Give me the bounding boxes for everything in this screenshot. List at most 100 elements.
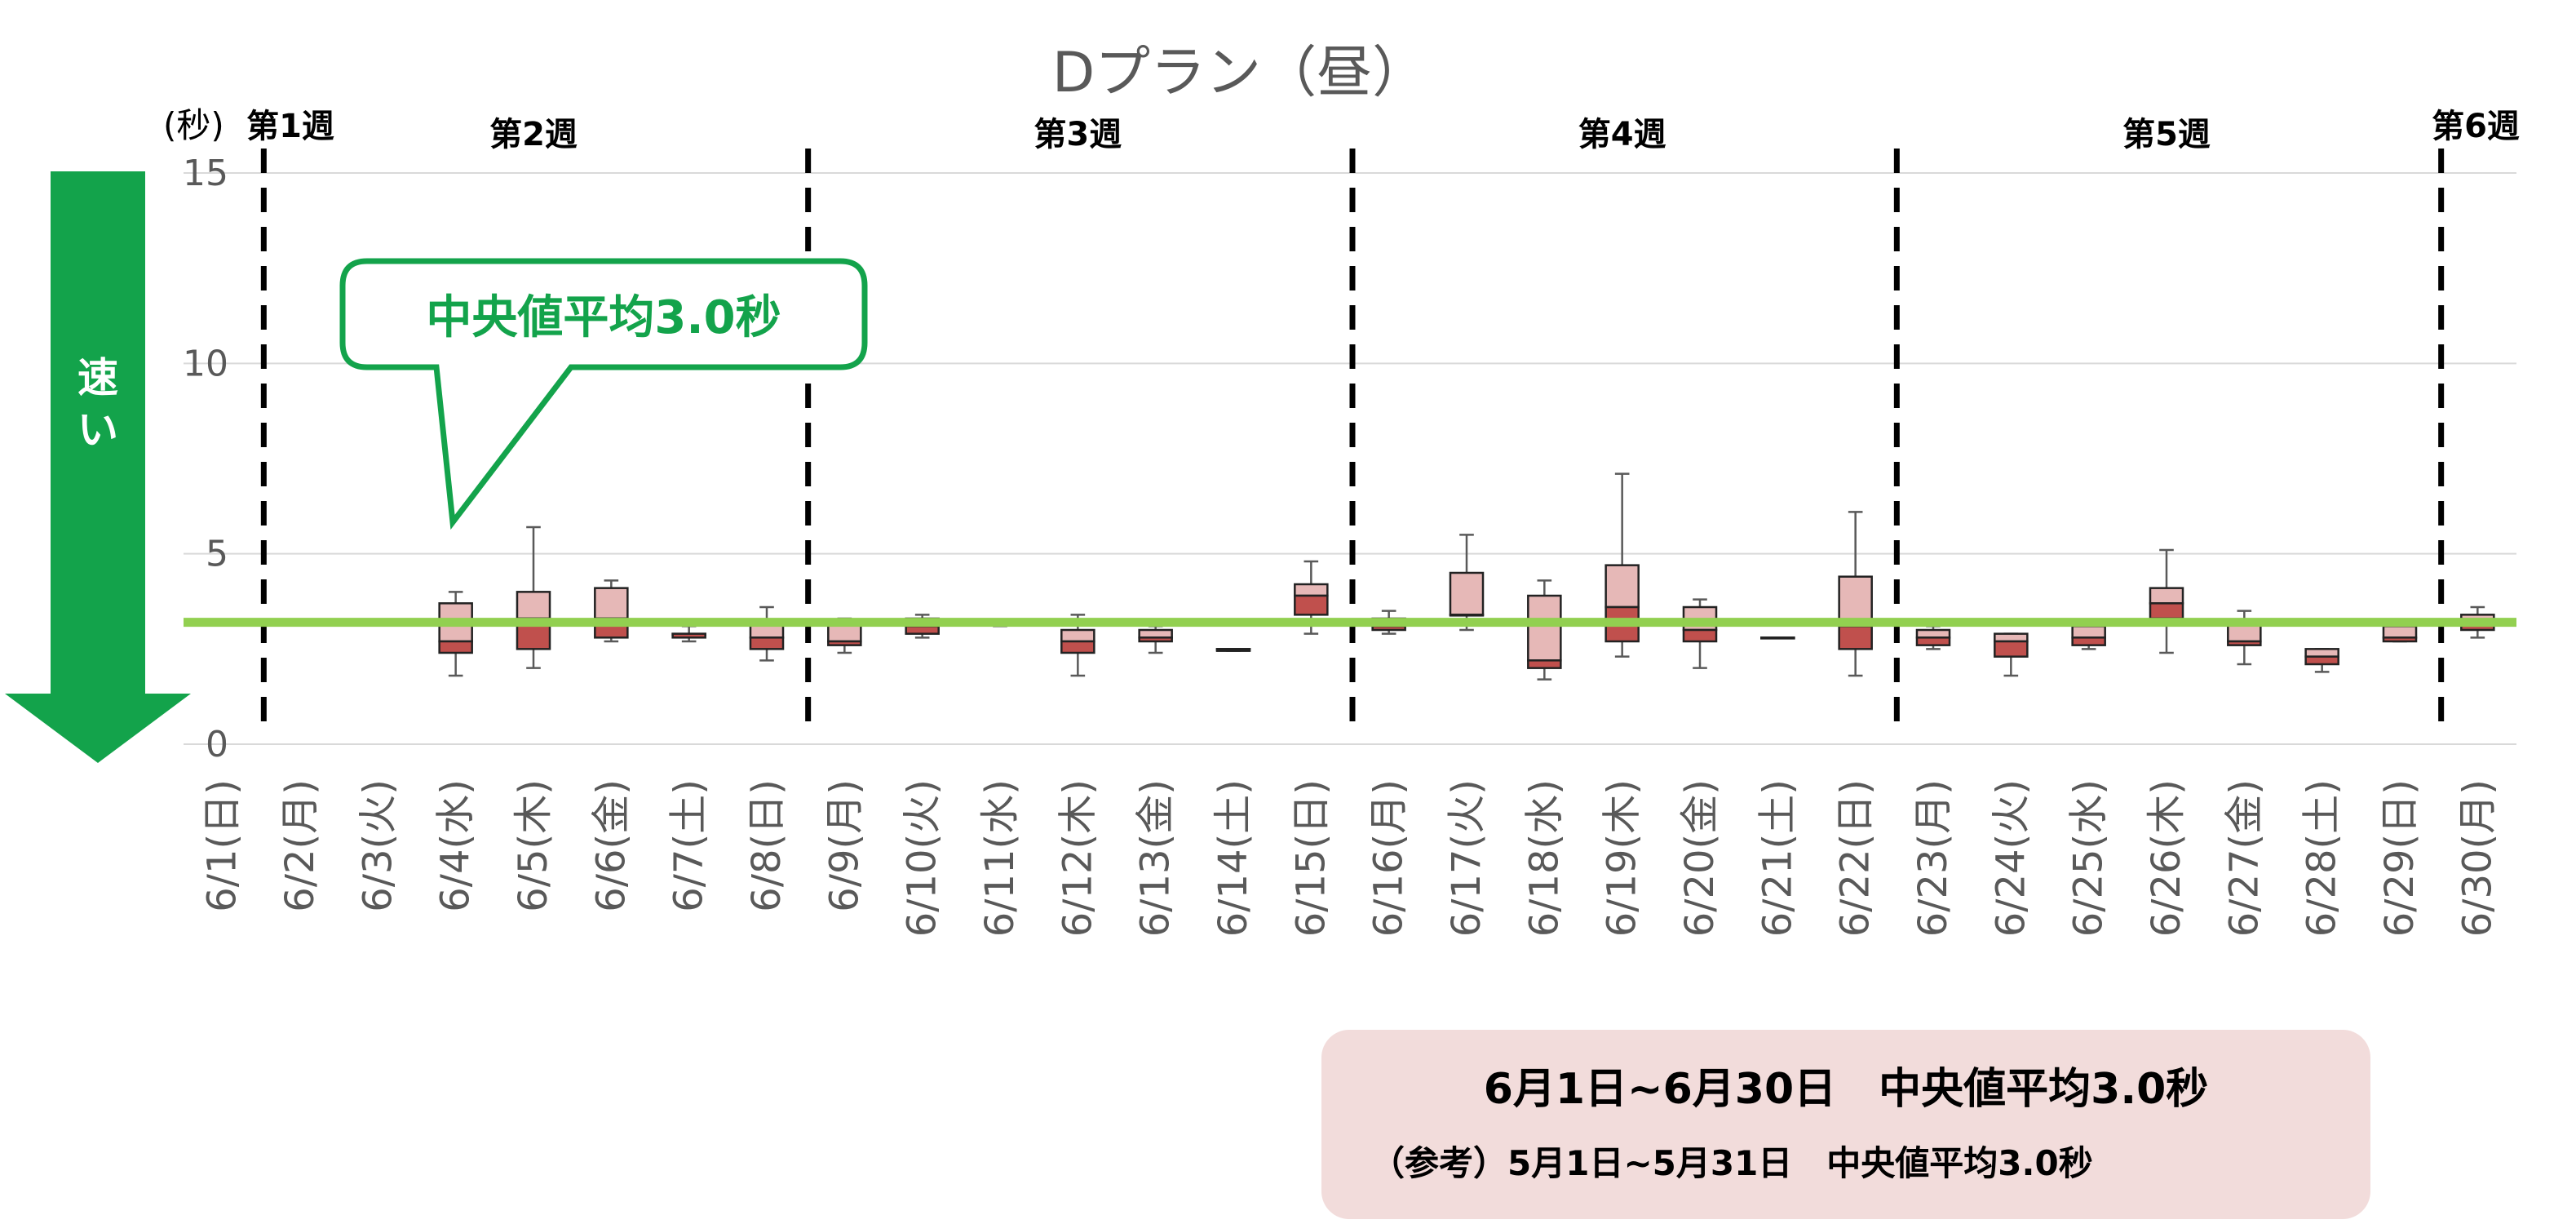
box-upper-half — [2149, 587, 2184, 605]
callout-text: 中央値平均3.0秒 — [426, 291, 781, 344]
faster-direction-arrow: 速い — [5, 171, 191, 763]
box-upper-half — [1449, 571, 1485, 616]
x-tick-label: 6/29(日) — [2377, 779, 2423, 937]
box-6/7(土) — [671, 625, 706, 643]
down-arrow-icon — [5, 171, 191, 763]
box-lower-half — [2304, 655, 2339, 666]
box-lower-half — [1060, 640, 1095, 654]
box-lower-half — [1838, 625, 1873, 650]
box-lower-half — [905, 625, 940, 635]
box-lower-half — [1294, 594, 1329, 616]
faster-label: 速い — [77, 354, 118, 454]
x-tick-label: 6/11(水) — [977, 779, 1023, 937]
y-tick-label: 15 — [183, 153, 228, 194]
x-tick-label: 6/8(日) — [744, 779, 790, 912]
x-tick-label: 6/22(日) — [1833, 779, 1879, 937]
box-lower-half — [438, 640, 473, 654]
box-upper-half — [1527, 594, 1562, 662]
x-tick-label: 6/4(水) — [433, 779, 479, 912]
faster-label-char: い — [77, 406, 118, 454]
box-6/14(土) — [1215, 648, 1251, 652]
x-tick-label: 6/6(金) — [588, 779, 634, 912]
chart-title: Dプラン（昼） — [1052, 41, 1427, 105]
box-series — [438, 472, 2495, 681]
week-label: 第1週 — [246, 108, 334, 145]
box-lower-half — [1138, 636, 1173, 643]
x-tick-label: 6/27(金) — [2221, 779, 2267, 937]
x-tick-label: 6/18(水) — [1521, 779, 1567, 937]
median-average-callout: 中央値平均3.0秒 — [339, 258, 868, 530]
y-tick-labels: 0 5 10 15 — [183, 153, 228, 765]
week-label: 第4週 — [1578, 116, 1666, 153]
box-lower-half — [1215, 648, 1251, 652]
box-lower-half — [1449, 614, 1485, 617]
box-6/17(火) — [1449, 534, 1485, 632]
x-tick-label: 6/28(土) — [2299, 779, 2345, 937]
week-label: 第2週 — [489, 116, 578, 153]
x-tick-labels: 6/1(日) 6/2(月) 6/3(火) 6/4(水) 6/5(木) 6/6(金) 6/7(… — [200, 779, 2501, 937]
box-lower-half — [749, 636, 785, 650]
box-lower-half — [671, 632, 706, 639]
x-tick-label: 6/12(木) — [1055, 779, 1100, 937]
box-6/13(金) — [1138, 625, 1173, 654]
week-label: 第3週 — [1033, 116, 1122, 153]
box-lower-half — [1682, 628, 1718, 643]
x-tick-label: 6/19(木) — [1600, 779, 1645, 937]
x-tick-label: 6/26(木) — [2144, 779, 2189, 937]
box-upper-half — [1294, 583, 1329, 597]
box-upper-half — [1604, 564, 1640, 609]
box-6/20(金) — [1682, 598, 1718, 669]
x-tick-label: 6/16(月) — [1366, 779, 1412, 937]
x-tick-label: 6/3(火) — [355, 779, 401, 912]
box-6/21(土) — [1760, 636, 1795, 640]
summary-box: 6月1日~6月30日 中央値平均3.0秒 （参考）5月1日~5月31日 中央値平… — [1321, 1030, 2370, 1219]
x-tick-label: 6/9(月) — [821, 779, 867, 912]
box-6/18(水) — [1527, 579, 1562, 681]
box-lower-half — [2227, 640, 2262, 646]
box-6/29(日) — [2382, 625, 2418, 643]
x-tick-label: 6/24(火) — [1988, 779, 2034, 937]
summary-reference-period: （参考）5月1日~5月31日 中央値平均3.0秒 — [1370, 1143, 2093, 1183]
box-lower-half — [1915, 636, 1951, 646]
callout-bubble — [339, 258, 868, 530]
y-axis-unit: (秒) — [163, 105, 224, 145]
box-6/15(日) — [1294, 560, 1329, 635]
x-tick-label: 6/23(月) — [1910, 779, 1956, 937]
x-tick-label: 6/30(月) — [2454, 779, 2500, 937]
box-upper-half — [2382, 625, 2418, 639]
box-upper-half — [2304, 648, 2339, 658]
box-6/25(水) — [2071, 625, 2106, 650]
box-upper-half — [594, 587, 629, 620]
box-6/4(水) — [438, 591, 473, 677]
box-6/23(月) — [1915, 625, 1951, 650]
box-upper-half — [1994, 632, 2029, 643]
box-6/8(日) — [749, 605, 785, 662]
box-6/22(日) — [1838, 511, 1873, 677]
x-tick-label: 6/17(火) — [1444, 779, 1489, 937]
y-tick-label: 10 — [183, 343, 228, 384]
x-tick-label: 6/20(金) — [1677, 779, 1723, 937]
box-6/19(木) — [1604, 472, 1640, 658]
box-upper-half — [1138, 628, 1173, 639]
x-tick-label: 6/14(土) — [1211, 779, 1256, 937]
week-separators: 第1週 第2週 第3週 第4週 第5週 第6週 — [246, 108, 2520, 734]
box-6/24(火) — [1994, 632, 2029, 677]
x-tick-label: 6/15(日) — [1288, 779, 1334, 937]
x-tick-label: 6/5(木) — [511, 779, 556, 912]
x-tick-label: 6/25(水) — [2066, 779, 2112, 937]
faster-label-char: 速 — [77, 354, 118, 401]
box-lower-half — [2149, 602, 2184, 620]
box-6/5(木) — [516, 526, 551, 669]
x-tick-label: 6/13(金) — [1133, 779, 1179, 937]
box-lower-half — [827, 640, 862, 646]
summary-current-period: 6月1日~6月30日 中央値平均3.0秒 — [1483, 1065, 2209, 1114]
x-tick-label: 6/7(土) — [666, 779, 712, 912]
box-lower-half — [2071, 636, 2106, 646]
x-tick-label: 6/1(日) — [200, 779, 246, 912]
box-lower-half — [2382, 636, 2418, 643]
x-tick-label: 6/21(土) — [1755, 779, 1800, 937]
box-upper-half — [516, 591, 551, 620]
x-tick-label: 6/2(月) — [277, 779, 323, 912]
x-tick-label: 6/10(火) — [900, 779, 945, 937]
